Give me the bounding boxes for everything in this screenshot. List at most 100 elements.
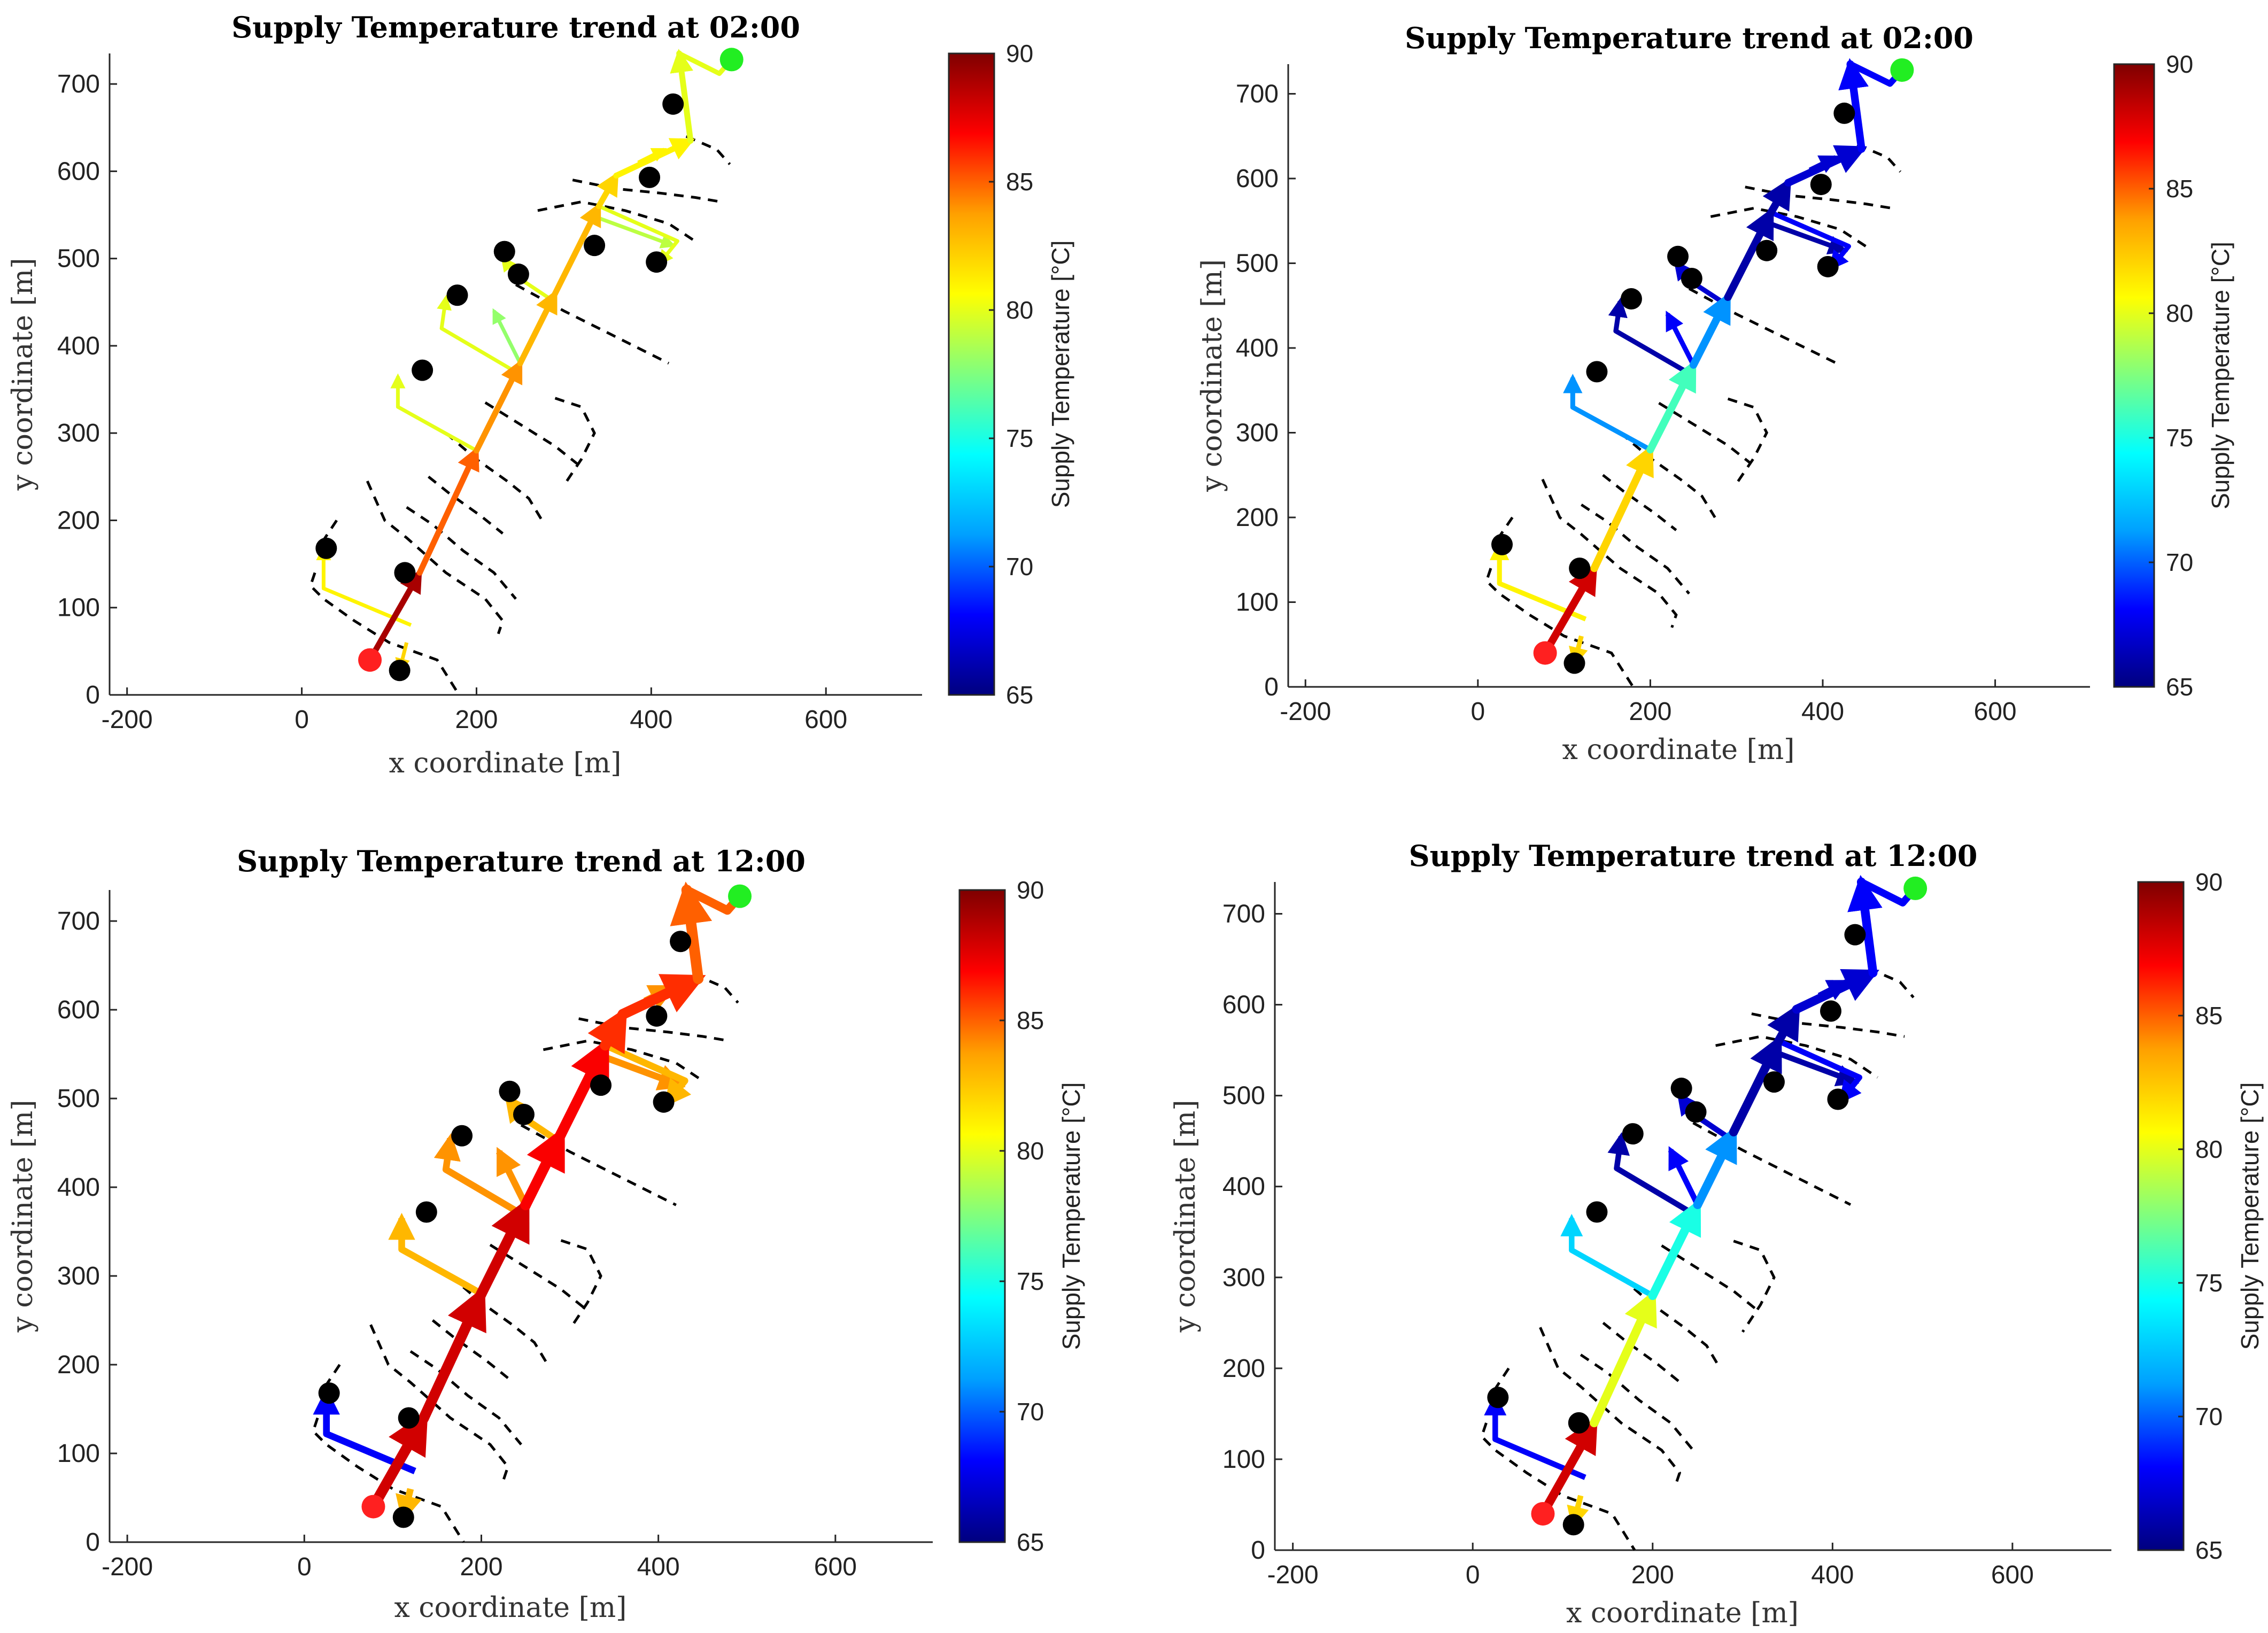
chart-title: Supply Temperature trend at 12:00 [1409,839,1978,873]
colorbar-tick-label: 75 [2195,1269,2223,1297]
y-tick-label: 600 [1222,991,1265,1019]
y-tick-label: 100 [1236,588,1279,616]
building-node [1622,1123,1644,1145]
return-pipe-line [1715,1035,1878,1079]
building-node [1491,533,1513,555]
building-node [584,235,606,257]
supply-branch-segment [1608,297,1691,376]
building-node [493,241,515,262]
colorbar-label: Supply Temperature [°C] [1057,1082,1085,1350]
building-node [389,660,411,682]
x-tick-label: -200 [1267,1561,1319,1589]
colorbar-tick-label: 85 [1006,168,1033,196]
chart-panel-3: Supply Temperature trend at 12:00-200 0 20… [7,844,1085,1624]
y-tick-label: 400 [1236,334,1279,362]
supply-branch-segment [492,308,522,365]
building-node [1568,1412,1590,1434]
supply-trunk-segment [1847,874,1883,978]
building-node [1756,239,1778,261]
colorbar-tick-label: 90 [1006,40,1033,67]
supply-branch-segment [589,213,676,249]
return-pipe-line [1602,474,1677,531]
colorbar-tick-label: 85 [1017,1007,1044,1034]
building-node [398,1407,420,1429]
y-tick-label: 600 [57,996,100,1024]
colorbar-tick-label: 65 [1006,681,1033,709]
supply-branch-segment [388,1213,483,1297]
supply-trunk-segment [1541,563,1598,657]
x-tick-label: 0 [1470,698,1485,726]
supply-trunk-segment [1590,444,1654,572]
colorbar-tick-label: 75 [1017,1267,1044,1295]
return-pipe-line [369,1324,510,1481]
source-node [1531,1502,1555,1526]
y-tick-label: 700 [1222,900,1265,928]
x-axis-label: x coordinate [m] [1566,1597,1799,1629]
y-tick-label: 0 [86,681,100,709]
return-pipe-line [1733,1240,1776,1333]
supply-trunk-segment [418,1286,487,1423]
colorbar-tick-label: 80 [1006,296,1033,324]
y-tick-label: 200 [1222,1355,1265,1383]
y-axis-label: y coordinate [m] [7,1100,39,1333]
building-node [1563,652,1585,674]
supply-trunk-segment [473,359,523,454]
building-node [1670,1078,1692,1100]
y-tick-label: 300 [57,1262,100,1290]
building-node [412,359,434,381]
building-node [1569,558,1591,579]
building-node [507,264,529,285]
chart-panel-4: Supply Temperature trend at 12:00 -200 0 20… [1170,839,2264,1629]
y-tick-label: 700 [57,70,100,98]
colorbar [2137,881,2185,1551]
x-axis-label: x coordinate [m] [394,1592,627,1624]
colorbar-tick-label: 90 [2166,50,2193,78]
supply-branch-segment [1777,1038,1863,1104]
source-node [361,1495,385,1519]
colorbar-tick-label: 80 [2166,299,2193,327]
return-pipe-line [1661,1244,1757,1311]
building-node [670,931,692,953]
x-tick-label: 200 [460,1553,502,1581]
end-node [1890,58,1914,82]
supply-branch-segment [1768,1047,1860,1087]
return-pipe-line [1581,504,1690,595]
y-tick-label: 700 [57,907,100,935]
x-tick-label: 200 [1629,698,1671,726]
supply-trunk-segment [1538,1417,1599,1519]
y-tick-label: 700 [1236,80,1279,108]
return-pipe-line [578,1017,730,1042]
supply-branch-segment [1668,1146,1700,1206]
supply-trunk-segment [670,49,694,144]
return-pipe-line [484,401,578,465]
colorbar-tick-label: 90 [1017,876,1044,904]
supply-trunk-segment [1784,145,1867,187]
supply-branch-segment [496,1147,529,1207]
colorbar-tick-label: 70 [2166,548,2193,576]
supply-branch-segment [390,373,478,452]
return-pipe-line [312,1417,465,1543]
supply-trunk-segment [1767,1003,1801,1046]
x-tick-label: -200 [102,1553,153,1581]
return-pipe-line [489,1243,584,1309]
supply-trunk-segment [368,1410,429,1512]
source-node [358,648,382,672]
return-pipe-line [366,480,505,634]
supply-trunk-segment [1590,1289,1658,1428]
supply-trunk-segment [1838,58,1869,153]
building-node [1817,256,1839,277]
supply-branch-segment [1563,374,1652,452]
y-tick-label: 400 [1222,1173,1265,1201]
return-pipe-line [1727,397,1769,485]
colorbar-tick-label: 65 [1017,1528,1044,1556]
colorbar-label: Supply Temperature [°C] [2207,242,2234,509]
supply-trunk-segment [555,1038,611,1140]
y-tick-label: 0 [1251,1536,1265,1565]
return-pipe-line [1489,1367,1510,1397]
y-tick-label: 300 [57,419,100,447]
colorbar-tick-label: 70 [2195,1403,2223,1430]
supply-trunk-segment [416,446,479,576]
y-axis-label: y coordinate [m] [1196,259,1228,492]
supply-branch-segment [603,1042,692,1108]
colorbar-label: Supply Temperature [°C] [1047,241,1074,508]
